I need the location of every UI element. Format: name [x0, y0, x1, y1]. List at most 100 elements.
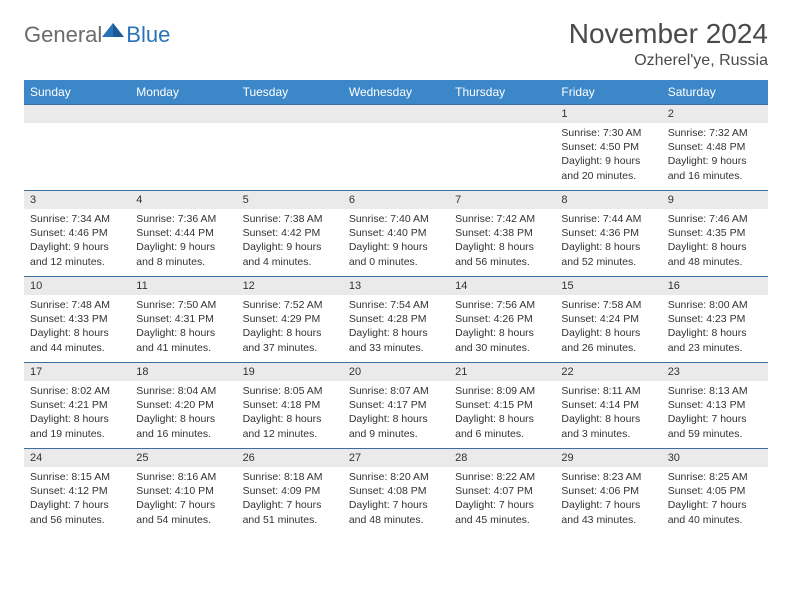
- day-header: Wednesday: [343, 80, 449, 105]
- sunset-text: Sunset: 4:36 PM: [561, 226, 655, 240]
- sunset-text: Sunset: 4:13 PM: [668, 398, 762, 412]
- logo-triangle-icon: [102, 21, 124, 44]
- logo-text-general: General: [24, 22, 102, 48]
- sunset-text: Sunset: 4:31 PM: [136, 312, 230, 326]
- sunrise-text: Sunrise: 7:40 AM: [349, 212, 443, 226]
- daylight-text: Daylight: 8 hours: [561, 412, 655, 426]
- sunset-text: Sunset: 4:24 PM: [561, 312, 655, 326]
- daylight-text: Daylight: 8 hours: [30, 326, 124, 340]
- sunset-text: Sunset: 4:06 PM: [561, 484, 655, 498]
- day-cell: [343, 105, 449, 191]
- day-details: Sunrise: 7:56 AMSunset: 4:26 PMDaylight:…: [449, 295, 555, 358]
- day-details: Sunrise: 7:52 AMSunset: 4:29 PMDaylight:…: [237, 295, 343, 358]
- day-number: 26: [237, 449, 343, 467]
- day-details: Sunrise: 7:34 AMSunset: 4:46 PMDaylight:…: [24, 209, 130, 272]
- daylight-text: and 16 minutes.: [668, 169, 762, 183]
- day-number: 22: [555, 363, 661, 381]
- day-cell: 6Sunrise: 7:40 AMSunset: 4:40 PMDaylight…: [343, 191, 449, 277]
- daylight-text: and 3 minutes.: [561, 427, 655, 441]
- day-cell: 22 Sunrise: 8:11 AMSunset: 4:14 PMDayligh…: [555, 363, 661, 449]
- sunrise-text: Sunrise: 8:13 AM: [668, 384, 762, 398]
- day-number: 20: [343, 363, 449, 381]
- sunrise-text: Sunrise: 8:04 AM: [136, 384, 230, 398]
- daylight-text: Daylight: 7 hours: [668, 412, 762, 426]
- logo: General Blue: [24, 18, 170, 48]
- daylight-text: Daylight: 9 hours: [561, 154, 655, 168]
- daylight-text: Daylight: 9 hours: [136, 240, 230, 254]
- sunset-text: Sunset: 4:33 PM: [30, 312, 124, 326]
- day-number: 4: [130, 191, 236, 209]
- day-number: 25: [130, 449, 236, 467]
- daylight-text: Daylight: 8 hours: [243, 326, 337, 340]
- day-details: Sunrise: 8:02 AMSunset: 4:21 PMDaylight:…: [24, 381, 130, 444]
- day-cell: 15Sunrise: 7:58 AMSunset: 4:24 PMDayligh…: [555, 277, 661, 363]
- day-details: Sunrise: 8:18 AMSunset: 4:09 PMDaylight:…: [237, 467, 343, 530]
- sunset-text: Sunset: 4:18 PM: [243, 398, 337, 412]
- sunset-text: Sunset: 4:46 PM: [30, 226, 124, 240]
- sunrise-text: Sunrise: 7:52 AM: [243, 298, 337, 312]
- day-cell: 14Sunrise: 7:56 AMSunset: 4:26 PMDayligh…: [449, 277, 555, 363]
- day-number: 6: [343, 191, 449, 209]
- sunset-text: Sunset: 4:29 PM: [243, 312, 337, 326]
- daylight-text: and 20 minutes.: [561, 169, 655, 183]
- day-header: Tuesday: [237, 80, 343, 105]
- day-cell: 3Sunrise: 7:34 AMSunset: 4:46 PMDaylight…: [24, 191, 130, 277]
- daylight-text: Daylight: 7 hours: [455, 498, 549, 512]
- sunrise-text: Sunrise: 8:11 AM: [561, 384, 655, 398]
- day-number: 28: [449, 449, 555, 467]
- daylight-text: Daylight: 8 hours: [349, 326, 443, 340]
- week-row: 3Sunrise: 7:34 AMSunset: 4:46 PMDaylight…: [24, 191, 768, 277]
- daylight-text: Daylight: 7 hours: [136, 498, 230, 512]
- sunrise-text: Sunrise: 7:30 AM: [561, 126, 655, 140]
- sunset-text: Sunset: 4:14 PM: [561, 398, 655, 412]
- sunset-text: Sunset: 4:38 PM: [455, 226, 549, 240]
- logo-text-blue: Blue: [126, 22, 170, 48]
- sunrise-text: Sunrise: 7:38 AM: [243, 212, 337, 226]
- week-row: 17Sunrise: 8:02 AMSunset: 4:21 PMDayligh…: [24, 363, 768, 449]
- day-details: Sunrise: 8:25 AMSunset: 4:05 PMDaylight:…: [662, 467, 768, 530]
- sunrise-text: Sunrise: 7:46 AM: [668, 212, 762, 226]
- daylight-text: Daylight: 8 hours: [668, 240, 762, 254]
- day-number: 9: [662, 191, 768, 209]
- day-number: 17: [24, 363, 130, 381]
- daylight-text: and 23 minutes.: [668, 341, 762, 355]
- daylight-text: and 52 minutes.: [561, 255, 655, 269]
- daylight-text: and 4 minutes.: [243, 255, 337, 269]
- day-header: Thursday: [449, 80, 555, 105]
- daylight-text: Daylight: 7 hours: [243, 498, 337, 512]
- day-number: 18: [130, 363, 236, 381]
- day-cell: 25Sunrise: 8:16 AMSunset: 4:10 PMDayligh…: [130, 449, 236, 535]
- daylight-text: Daylight: 8 hours: [455, 326, 549, 340]
- empty-day: [130, 105, 236, 123]
- sunset-text: Sunset: 4:28 PM: [349, 312, 443, 326]
- sunset-text: Sunset: 4:50 PM: [561, 140, 655, 154]
- header: General Blue November 2024 Ozherel'ye, R…: [24, 18, 768, 70]
- day-details: Sunrise: 7:38 AMSunset: 4:42 PMDaylight:…: [237, 209, 343, 272]
- page-title: November 2024: [569, 18, 768, 50]
- daylight-text: and 41 minutes.: [136, 341, 230, 355]
- daylight-text: Daylight: 8 hours: [243, 412, 337, 426]
- day-cell: 11Sunrise: 7:50 AMSunset: 4:31 PMDayligh…: [130, 277, 236, 363]
- day-header: Friday: [555, 80, 661, 105]
- day-details: Sunrise: 7:48 AMSunset: 4:33 PMDaylight:…: [24, 295, 130, 358]
- day-header: Sunday: [24, 80, 130, 105]
- day-cell: 26Sunrise: 8:18 AMSunset: 4:09 PMDayligh…: [237, 449, 343, 535]
- day-cell: [24, 105, 130, 191]
- day-number: 2: [662, 105, 768, 123]
- daylight-text: Daylight: 8 hours: [561, 326, 655, 340]
- empty-day: [237, 105, 343, 123]
- sunrise-text: Sunrise: 7:50 AM: [136, 298, 230, 312]
- daylight-text: and 59 minutes.: [668, 427, 762, 441]
- day-details: Sunrise: 8:00 AMSunset: 4:23 PMDaylight:…: [662, 295, 768, 358]
- day-cell: 27Sunrise: 8:20 AMSunset: 4:08 PMDayligh…: [343, 449, 449, 535]
- sunset-text: Sunset: 4:05 PM: [668, 484, 762, 498]
- sunrise-text: Sunrise: 7:34 AM: [30, 212, 124, 226]
- day-number: 16: [662, 277, 768, 295]
- day-number: 14: [449, 277, 555, 295]
- day-cell: 2Sunrise: 7:32 AMSunset: 4:48 PMDaylight…: [662, 105, 768, 191]
- week-row: 1Sunrise: 7:30 AMSunset: 4:50 PMDaylight…: [24, 105, 768, 191]
- day-cell: 23Sunrise: 8:13 AMSunset: 4:13 PMDayligh…: [662, 363, 768, 449]
- daylight-text: Daylight: 8 hours: [136, 326, 230, 340]
- daylight-text: Daylight: 7 hours: [30, 498, 124, 512]
- daylight-text: and 12 minutes.: [30, 255, 124, 269]
